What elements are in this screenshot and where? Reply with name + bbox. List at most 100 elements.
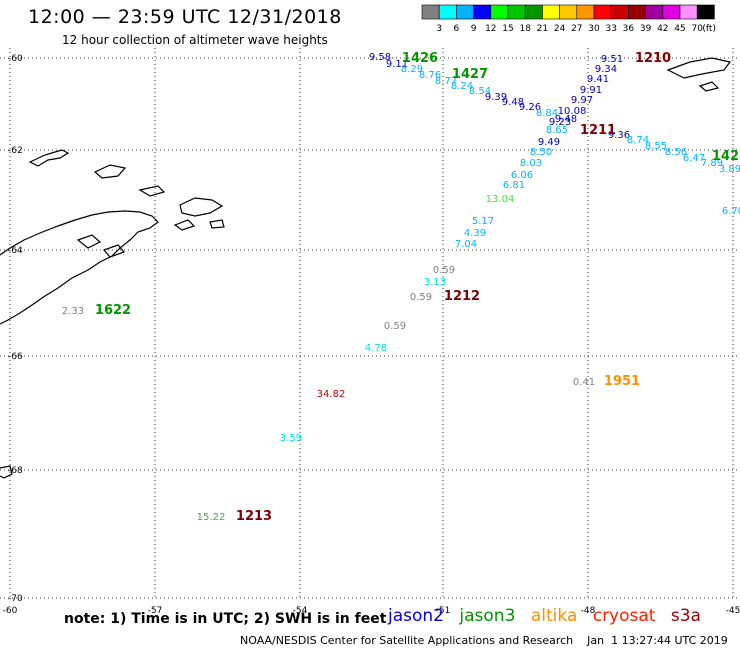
- wave-height-value: 3.13: [424, 277, 446, 288]
- wave-height-value: 3.59: [280, 433, 302, 444]
- colorbar-label: 33: [605, 24, 616, 34]
- colorbar-label: 6: [454, 24, 460, 34]
- wave-height-value: 8.76: [419, 70, 441, 81]
- latitude-label: -62: [8, 146, 23, 156]
- wave-height-value: 6.81: [503, 180, 525, 191]
- colorbar-label: 3: [436, 24, 442, 34]
- colorbar-unit: (ft): [702, 24, 716, 34]
- wave-height-value: 3.89: [719, 164, 740, 175]
- wave-height-value: 15.22: [197, 512, 226, 523]
- wave-height-value: 9.97: [571, 95, 593, 106]
- wave-height-value: 9.49: [538, 137, 560, 148]
- latitude-label: -60: [8, 54, 23, 64]
- south-orkney-island: [666, 57, 732, 79]
- colorbar-swatch: [662, 4, 681, 20]
- wave-height-value: 0.59: [433, 265, 455, 276]
- credit-line: NOAA/NESDIS Center for Satellite Applica…: [240, 634, 728, 647]
- chart-title: 12:00 — 23:59 UTC 12/31/2018: [28, 6, 342, 28]
- colorbar-label: 27: [571, 24, 582, 34]
- wave-height-value: 9.11: [386, 59, 408, 70]
- pass-time-label: 1426: [402, 51, 438, 66]
- satellite-legend: jason2 jason3 altika cryosat s3a: [388, 606, 711, 626]
- wave-height-value: 13.04: [486, 194, 515, 205]
- colorbar-label: 18: [519, 24, 531, 34]
- wave-height-value: 6.06: [511, 170, 533, 181]
- colorbar-swatch: [421, 4, 440, 20]
- longitude-label: -54: [293, 606, 308, 616]
- latitude-label: -68: [8, 466, 23, 476]
- colorbar-label: 36: [623, 24, 635, 34]
- pass-time-label: 1210: [635, 51, 671, 66]
- pass-time-label: 1951: [604, 374, 640, 389]
- colorbar-swatch: [524, 4, 543, 20]
- wave-height-value: 7.04: [455, 239, 477, 250]
- colorbar-swatch: [696, 4, 715, 20]
- colorbar-swatch: [559, 4, 578, 20]
- latitude-label: -66: [8, 352, 23, 362]
- wave-height-value: 6.47: [683, 153, 705, 164]
- longitude-label: -51: [436, 606, 451, 616]
- lat-lon-grid: -60 -57 -54 -51 -48 -45 -60 -62 -64 -66 -68 -70: [0, 48, 740, 616]
- south-shetland-island: [93, 164, 127, 179]
- wave-height-value: 8.77: [435, 76, 457, 87]
- colorbar-swatch: [576, 4, 595, 20]
- colorbar: 3 6 9 12 15 18 21 24 27 30 33 36 39 42 45 70 (ft): [421, 4, 716, 34]
- wave-height-value: 8.74: [627, 135, 649, 146]
- wave-height-value: 9.26: [519, 102, 541, 113]
- pass-time-label: 1211: [580, 123, 616, 138]
- wave-height-value: 9.41: [587, 74, 609, 85]
- longitude-label: -48: [581, 606, 596, 616]
- pass-time-label: 1622: [95, 303, 131, 318]
- wave-height-value: 9.23: [549, 117, 571, 128]
- wave-height-value: 10.08: [558, 106, 587, 117]
- south-shetland-island: [28, 149, 70, 167]
- small-island: [209, 219, 225, 229]
- colorbar-swatch: [645, 4, 664, 20]
- wave-height-value: 9.58: [369, 52, 391, 63]
- colorbar-label: 9: [471, 24, 477, 34]
- wave-height-value: 8.65: [546, 125, 568, 136]
- wave-height-value: 9.39: [485, 92, 507, 103]
- wave-height-value: 9.36: [608, 130, 630, 141]
- colorbar-label: 12: [485, 24, 496, 34]
- antarctic-peninsula: [0, 210, 159, 325]
- pass-time-label: 1427: [452, 67, 488, 82]
- wave-height-value: 9.91: [580, 85, 602, 96]
- pass-time-label: 1428: [712, 149, 740, 164]
- peninsula-island: [76, 234, 102, 249]
- colorbar-label: 70: [691, 24, 703, 34]
- colorbar-swatch: [438, 4, 457, 20]
- wave-height-value: 0.59: [384, 321, 406, 332]
- colorbar-swatch: [542, 4, 560, 20]
- colorbar-label: 42: [657, 24, 668, 34]
- colorbar-label: 15: [502, 24, 513, 34]
- pass-time-label: 1213: [236, 509, 272, 524]
- colorbar-swatch: [610, 4, 629, 20]
- legend-altika: altika: [530, 606, 578, 626]
- colorbar-swatch: [473, 4, 492, 20]
- wave-height-value: 4.78: [365, 343, 387, 354]
- latitude-label: -64: [8, 246, 23, 256]
- wave-height-value: 34.82: [317, 389, 346, 400]
- colorbar-swatch: [490, 4, 509, 20]
- wave-height-value: 8.24: [451, 81, 473, 92]
- chart-subtitle: 12 hour collection of altimeter wave hei…: [62, 33, 328, 47]
- legend-s3a: s3a: [670, 606, 701, 626]
- wave-height-value: 0.41: [573, 377, 595, 388]
- legend-cryosat: cryosat: [592, 606, 656, 626]
- wave-height-value: 8.56: [665, 147, 687, 158]
- latitude-label: -70: [8, 594, 23, 604]
- wave-height-value: 5.17: [472, 216, 494, 227]
- colorbar-label: 45: [674, 24, 685, 34]
- coast-fragment: [0, 465, 13, 479]
- coastline: [0, 57, 732, 479]
- colorbar-swatch: [456, 4, 474, 20]
- wave-height-value: 9.48: [502, 97, 524, 108]
- wave-height-value: 9.34: [595, 64, 617, 75]
- wave-height-value: 2.33: [62, 306, 84, 317]
- footnote: note: 1) Time is in UTC; 2) SWH is in fe…: [64, 611, 387, 627]
- colorbar-label: 39: [640, 24, 652, 34]
- wave-height-value: 8.54: [469, 86, 491, 97]
- peninsula-island: [102, 244, 126, 258]
- longitude-label: -57: [148, 606, 163, 616]
